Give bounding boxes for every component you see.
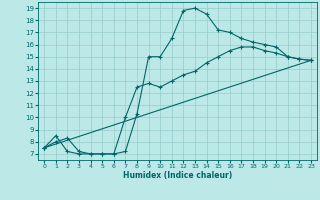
- X-axis label: Humidex (Indice chaleur): Humidex (Indice chaleur): [123, 171, 232, 180]
